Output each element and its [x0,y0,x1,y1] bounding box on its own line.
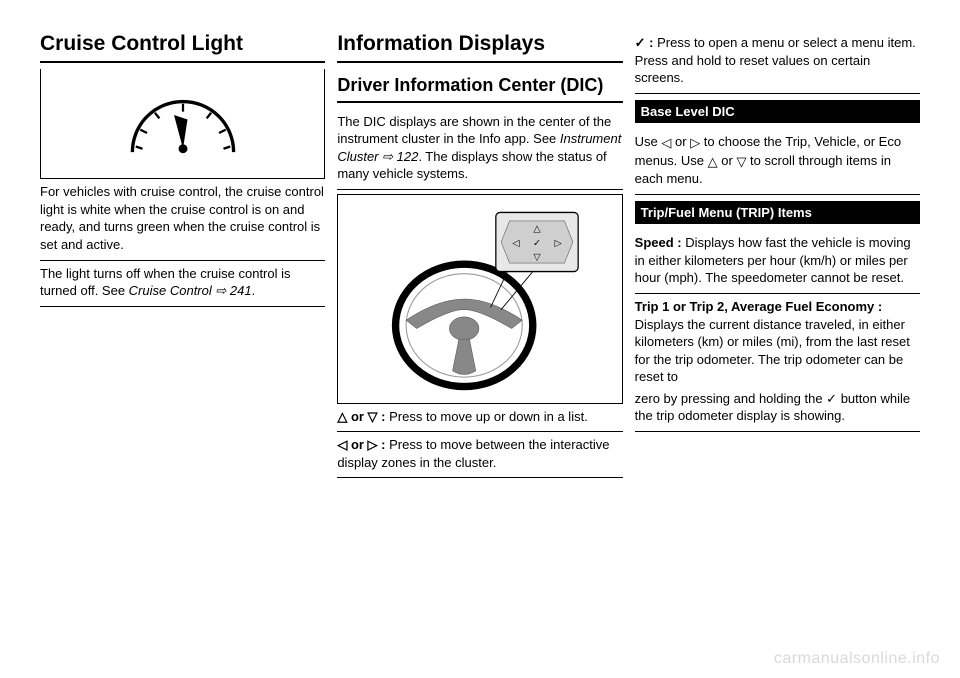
watermark: carmanualsonline.info [774,648,940,670]
trip-label: Trip 1 or Trip 2, Average Fuel Economy : [635,299,883,314]
trip-b: zero by pressing and holding the [635,391,827,406]
trip-item: Trip 1 or Trip 2, Average Fuel Economy :… [635,294,920,432]
svg-text:▷: ▷ [554,238,562,249]
up-tri-icon: △ [708,153,718,171]
column-1: Cruise Control Light For vehicles with c… [40,30,325,658]
base-b: or [671,134,690,149]
down-tri-icon: ▽ [736,153,746,171]
svg-text:△: △ [533,223,541,234]
svg-text:✓: ✓ [533,238,541,249]
right-tri-icon: ▷ [690,134,700,152]
speed-item: Speed : Displays how fast the vehicle is… [635,230,920,294]
cruise-desc-1: For vehicles with cruise control, the cr… [40,179,325,260]
base-dic-header: Base Level DIC [635,100,920,124]
left-tri-icon: ◁ [661,134,671,152]
heading-info-displays: Information Displays [337,30,622,63]
ctrl-check: ✓ : Press to open a menu or select a men… [635,30,920,94]
base-d: or [718,153,737,168]
column-3: ✓ : Press to open a menu or select a men… [635,30,920,658]
manual-page: Cruise Control Light For vehicles with c… [40,30,920,658]
ctrl-leftright: ◁ or ▷ : Press to move between the inter… [337,432,622,478]
leftright-glyph: ◁ or ▷ : [337,437,389,452]
gauge-illustration [40,69,325,179]
cruise-ref: Cruise Control ⇨ 241 [129,283,252,298]
ctrl-updown: △ or ▽ : Press to move up or down in a l… [337,404,622,433]
steering-wheel-icon: △ ◁ ✓ ▷ ▽ [365,204,595,394]
check-glyph: ✓ : [635,35,657,50]
check-text: Press to open a menu or select a menu it… [635,35,916,85]
cruise-desc-2: The light turns off when the cruise cont… [40,261,325,307]
heading-cruise: Cruise Control Light [40,30,325,63]
updown-text: Press to move up or down in a list. [389,409,588,424]
speedometer-icon [113,79,253,169]
speed-label: Speed : [635,235,686,250]
updown-glyph: △ or ▽ : [337,409,389,424]
svg-text:◁: ◁ [512,238,520,249]
cruise-off-end: . [252,283,256,298]
base-a: Use [635,134,662,149]
trip-menu-header: Trip/Fuel Menu (TRIP) Items [635,201,920,225]
heading-dic: Driver Information Center (DIC) [337,73,622,102]
base-dic-desc: Use ◁ or ▷ to choose the Trip, Vehicle, … [635,129,920,195]
svg-text:▽: ▽ [533,252,541,263]
dic-desc: The DIC displays are shown in the center… [337,109,622,190]
column-2: Information Displays Driver Information … [337,30,622,658]
check-icon: ✓ [826,391,837,406]
trip-a: Displays the current distance traveled, … [635,317,910,385]
steering-wheel-illustration: △ ◁ ✓ ▷ ▽ [337,194,622,404]
